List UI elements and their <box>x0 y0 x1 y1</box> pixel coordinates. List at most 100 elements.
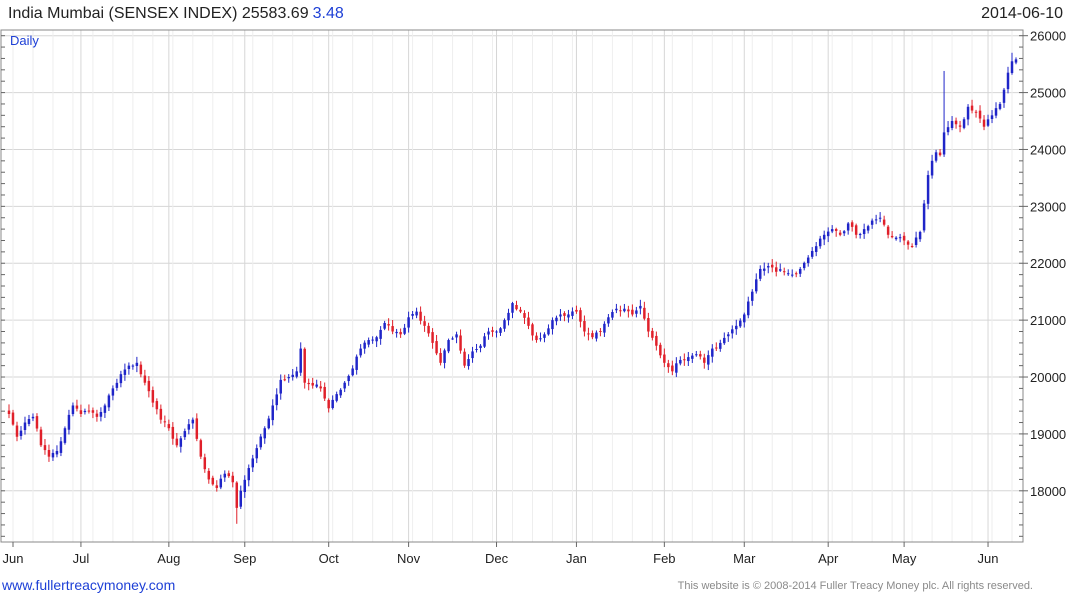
candle <box>475 343 478 353</box>
candle-body <box>535 335 538 341</box>
candle-body <box>207 470 211 480</box>
candle <box>938 149 942 157</box>
candle-body <box>571 311 574 316</box>
candle <box>187 419 191 435</box>
candle <box>15 421 19 442</box>
candle <box>339 388 342 398</box>
candle <box>583 315 586 337</box>
candle-body <box>751 291 754 301</box>
candle <box>291 369 294 381</box>
candle <box>275 388 278 411</box>
candle <box>631 304 634 317</box>
candle <box>778 263 782 272</box>
candle-body <box>491 330 494 332</box>
candle <box>810 247 814 259</box>
candle-body <box>759 268 762 279</box>
candle-body <box>938 152 942 156</box>
candle-body <box>711 348 714 357</box>
candle <box>531 322 534 341</box>
candle-body <box>563 313 566 316</box>
candle-body <box>866 226 870 231</box>
candle-body <box>163 421 167 423</box>
candle <box>635 306 638 318</box>
candle-body <box>631 309 634 315</box>
candle <box>231 471 235 488</box>
candle <box>830 225 834 234</box>
candle <box>866 224 870 234</box>
candle-body <box>51 452 55 458</box>
candle-body <box>355 356 358 370</box>
candle <box>786 269 790 276</box>
candle-body <box>123 369 127 375</box>
candle <box>946 121 950 136</box>
candle <box>886 224 890 239</box>
candle <box>503 318 506 332</box>
candle-body <box>111 388 115 396</box>
chart-date: 2014-06-10 <box>981 5 1063 22</box>
candle <box>519 306 522 314</box>
candle <box>727 332 730 342</box>
site-link[interactable]: www.fullertreacymoney.com <box>2 577 176 593</box>
candle-body <box>139 364 143 375</box>
candle-body <box>363 342 366 349</box>
x-tick-label: Jun <box>978 551 999 566</box>
candle <box>575 305 578 314</box>
candle <box>882 215 886 227</box>
candle <box>910 243 914 248</box>
candle-body <box>771 264 774 268</box>
candle <box>579 307 582 328</box>
candle <box>479 344 482 353</box>
candle-body <box>966 106 970 120</box>
candle-body <box>890 235 894 238</box>
candle <box>283 374 286 382</box>
candle-body <box>303 348 306 383</box>
candle <box>27 414 31 427</box>
candle-body <box>327 399 330 409</box>
candle <box>551 317 554 335</box>
candle-body <box>647 318 650 332</box>
candle-body <box>219 478 223 488</box>
candle <box>731 325 734 339</box>
candle <box>802 261 806 271</box>
candle <box>587 327 590 341</box>
candle-body <box>419 311 422 321</box>
candle <box>663 348 666 368</box>
candle <box>247 464 251 487</box>
candle-body <box>870 220 874 225</box>
candle-body <box>607 317 610 324</box>
candle-body <box>731 329 734 334</box>
candle <box>511 301 514 319</box>
candle-body <box>822 234 826 240</box>
x-tick-label: Apr <box>818 551 839 566</box>
candle <box>463 348 466 368</box>
candle-body <box>898 237 902 239</box>
candle <box>1006 66 1010 94</box>
candle <box>679 356 682 366</box>
candle <box>798 266 802 277</box>
candle <box>23 416 27 435</box>
candle <box>267 415 270 430</box>
candle-body <box>782 271 786 273</box>
candle-body <box>671 365 674 372</box>
candle <box>203 453 207 473</box>
candle <box>223 470 227 482</box>
y-tick-label: 20000 <box>1030 370 1066 385</box>
candle-body <box>411 313 414 316</box>
candle-body <box>99 411 103 417</box>
candle <box>878 212 882 223</box>
candle <box>667 359 670 373</box>
x-tick-label: Jun <box>3 551 24 566</box>
candle <box>279 374 282 400</box>
candle <box>483 332 486 348</box>
y-axis: 18000 19000 20000 21000 22000 23000 24000 25000… <box>1 29 1066 537</box>
candle <box>375 335 378 348</box>
candle <box>523 310 526 324</box>
candle-body <box>291 374 294 378</box>
candle-body <box>463 351 466 366</box>
candle-body <box>455 334 458 338</box>
candle-body <box>739 320 742 327</box>
candle-body <box>319 386 322 389</box>
candle-body <box>715 347 718 349</box>
candle <box>615 303 618 314</box>
candle <box>755 273 758 294</box>
